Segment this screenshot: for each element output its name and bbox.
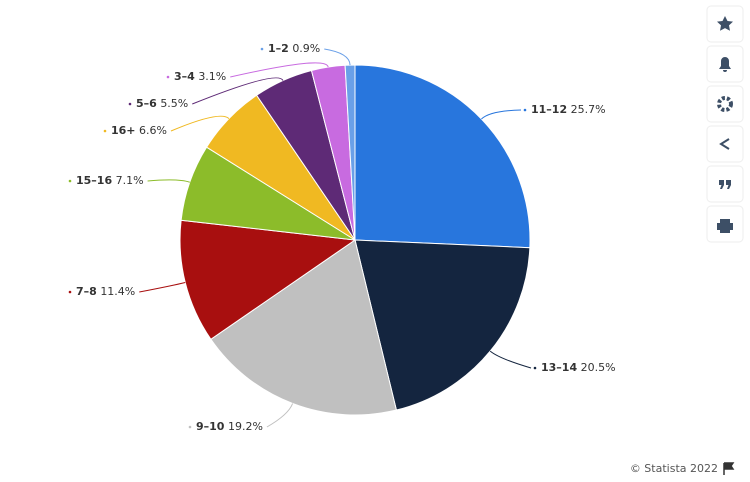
data-label: 16+ 6.6% <box>103 124 167 137</box>
toolbar <box>706 5 744 243</box>
label-dot <box>68 179 72 183</box>
pie-slice <box>354 64 531 249</box>
pie-slice <box>179 219 357 340</box>
label-text: 11–12 25.7% <box>531 103 606 116</box>
label-text: 15–16 7.1% <box>76 174 144 187</box>
settings-button[interactable] <box>706 85 744 123</box>
label-text: 9–10 19.2% <box>196 420 263 433</box>
label-dot <box>188 425 192 429</box>
data-label: 9–10 19.2% <box>188 420 263 433</box>
leader-line <box>266 403 294 428</box>
credit: © Statista 2022 <box>630 462 718 475</box>
label-text: 7–8 11.4% <box>76 285 135 298</box>
label-text: 5–6 5.5% <box>136 97 188 110</box>
label-category: 13–14 <box>541 361 577 374</box>
label-dot <box>166 75 170 79</box>
label-category: 11–12 <box>531 103 567 116</box>
leader-line <box>139 281 186 293</box>
pie-slice <box>354 239 531 411</box>
cite-button[interactable] <box>706 165 744 203</box>
label-value: 20.5% <box>581 361 616 374</box>
label-value: 25.7% <box>571 103 606 116</box>
leader-line <box>489 350 532 369</box>
share-button[interactable] <box>706 125 744 163</box>
label-dot <box>533 366 537 370</box>
data-label: 1–2 0.9% <box>260 42 320 55</box>
leader-line <box>192 77 284 105</box>
data-label: 5–6 5.5% <box>128 97 188 110</box>
leader-line <box>147 179 190 183</box>
label-value: 3.1% <box>198 70 226 83</box>
label-value: 0.9% <box>292 42 320 55</box>
label-dot <box>523 108 527 112</box>
label-value: 7.1% <box>116 174 144 187</box>
label-dot <box>260 47 264 51</box>
label-value: 19.2% <box>228 420 263 433</box>
label-value: 11.4% <box>100 285 135 298</box>
label-text: 3–4 3.1% <box>174 70 226 83</box>
leader-line <box>481 109 522 120</box>
label-category: 16+ <box>111 124 136 137</box>
label-value: 6.6% <box>139 124 167 137</box>
label-text: 1–2 0.9% <box>268 42 320 55</box>
label-category: 1–2 <box>268 42 289 55</box>
label-dot <box>103 129 107 133</box>
label-dot <box>128 102 132 106</box>
data-label: 11–12 25.7% <box>523 103 606 116</box>
data-label: 13–14 20.5% <box>533 361 616 374</box>
leader-line <box>170 115 230 132</box>
leader-line <box>324 48 351 66</box>
data-label: 7–8 11.4% <box>68 285 135 298</box>
star-icon <box>717 16 733 31</box>
label-category: 7–8 <box>76 285 97 298</box>
label-category: 5–6 <box>136 97 157 110</box>
label-category: 15–16 <box>76 174 112 187</box>
label-category: 3–4 <box>174 70 195 83</box>
label-dot <box>68 290 72 294</box>
label-text: 16+ 6.6% <box>111 124 167 137</box>
data-label: 15–16 7.1% <box>68 174 144 187</box>
data-label: 3–4 3.1% <box>166 70 226 83</box>
leader-line <box>230 62 329 78</box>
label-value: 5.5% <box>160 97 188 110</box>
flag-icon <box>723 462 735 475</box>
bell-icon <box>719 57 731 72</box>
share-icon <box>719 138 730 150</box>
label-category: 9–10 <box>196 420 225 433</box>
gear-icon <box>717 96 733 112</box>
label-text: 13–14 20.5% <box>541 361 616 374</box>
print-icon <box>717 219 733 233</box>
quote-icon <box>719 180 731 189</box>
